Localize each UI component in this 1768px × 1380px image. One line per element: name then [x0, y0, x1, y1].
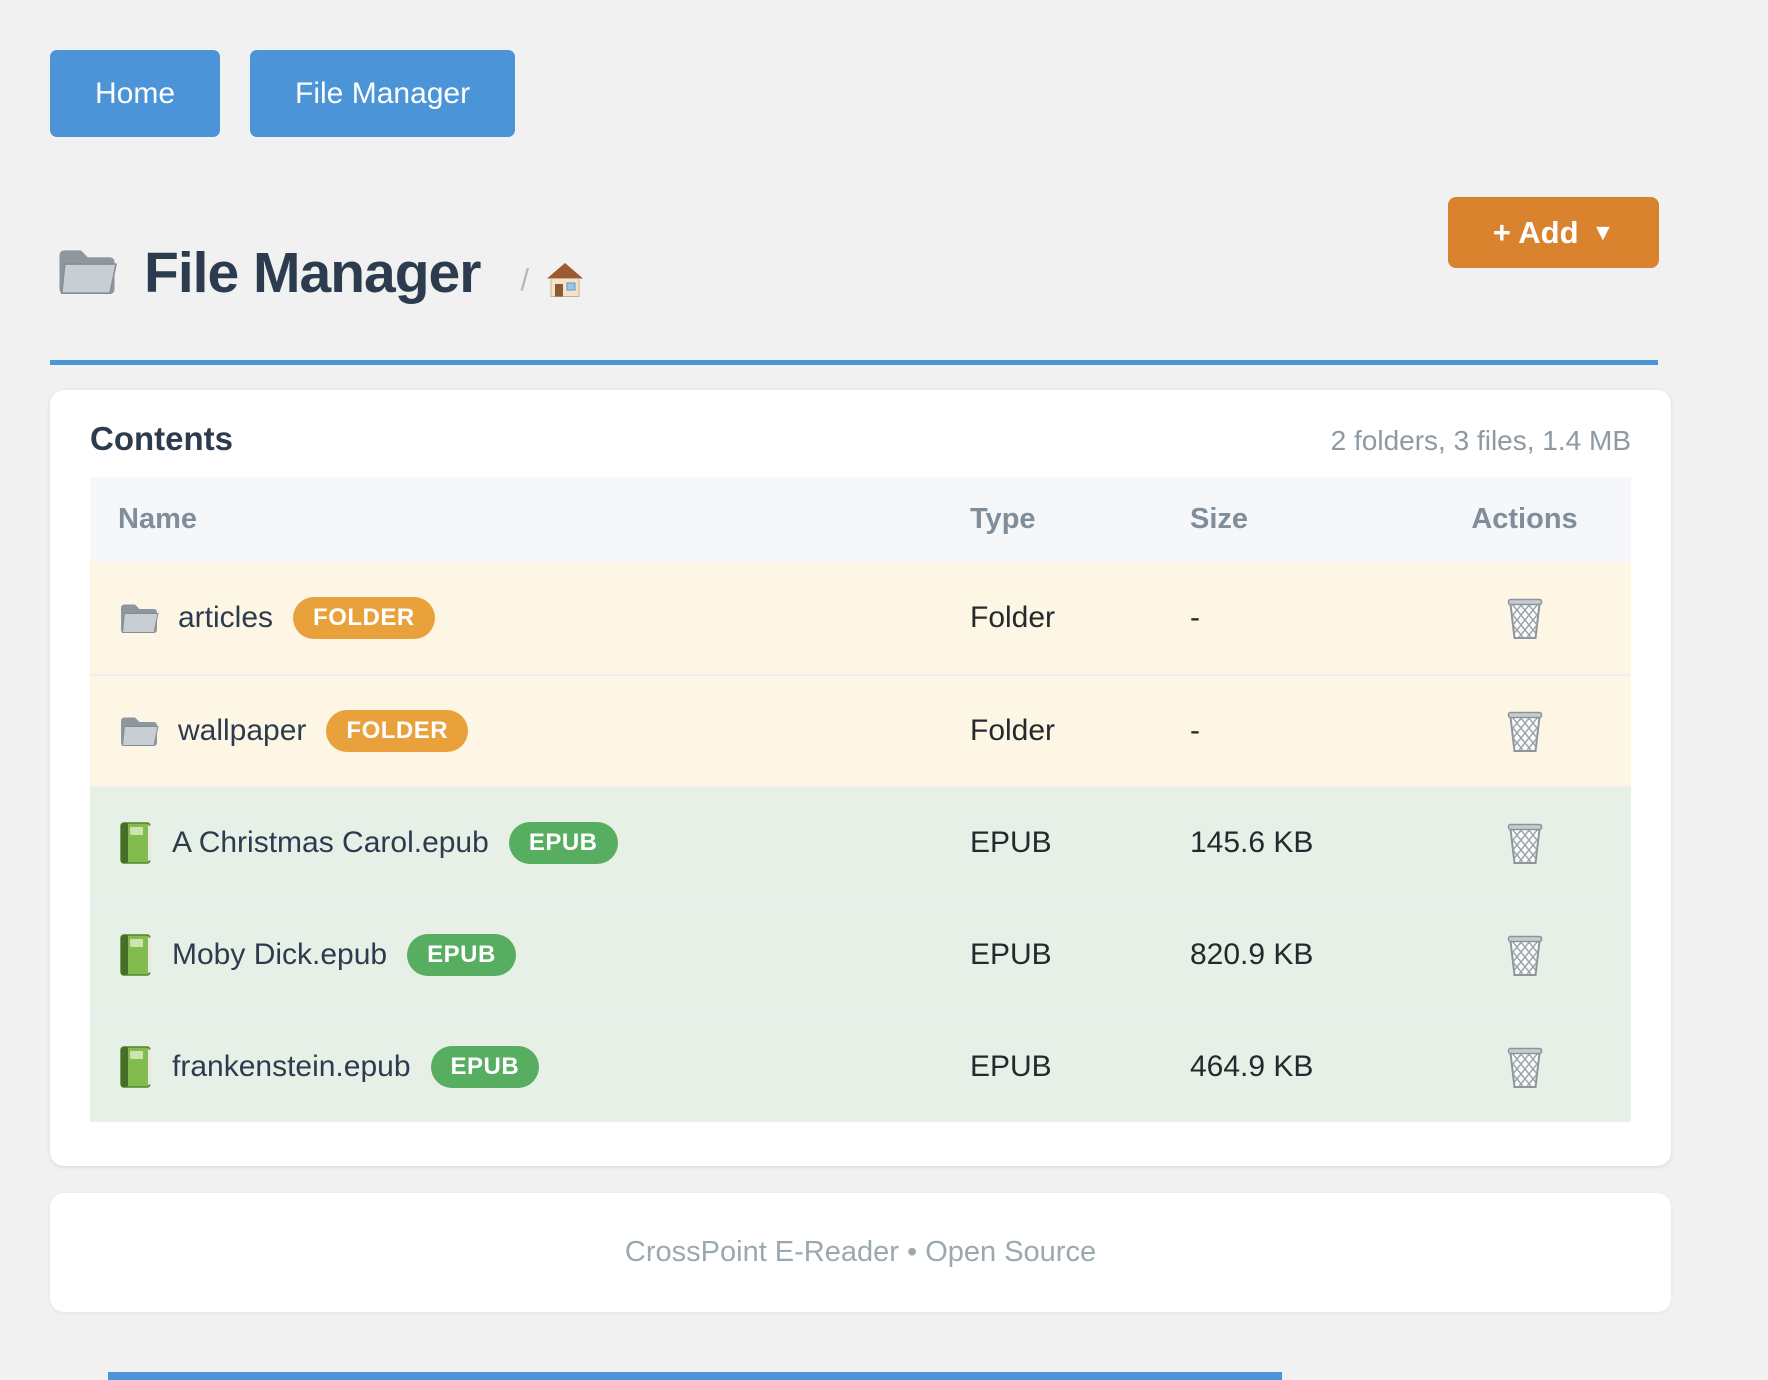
home-icon[interactable]	[545, 261, 585, 299]
type-cell: Folder	[970, 714, 1056, 747]
book-icon	[118, 821, 154, 865]
header-divider	[50, 360, 1658, 365]
top-nav: Home File Manager	[50, 50, 516, 137]
delete-button[interactable]	[1502, 704, 1548, 758]
size-cell: 464.9 KB	[1190, 1050, 1314, 1083]
breadcrumb: /	[520, 261, 585, 299]
contents-card-header: Contents 2 folders, 3 files, 1.4 MB	[90, 420, 1631, 477]
book-icon	[118, 933, 154, 977]
size-cell: -	[1190, 714, 1200, 747]
table-row: A Christmas Carol.epub EPUB EPUB 145.6 K…	[90, 786, 1631, 898]
name-cell: wallpaper FOLDER	[90, 710, 970, 752]
trash-icon	[1506, 823, 1544, 869]
type-cell: EPUB	[970, 826, 1052, 859]
actions-cell	[1468, 928, 1631, 982]
folder-icon	[118, 601, 160, 635]
delete-button[interactable]	[1502, 928, 1548, 982]
name-cell: articles FOLDER	[90, 597, 970, 639]
breadcrumb-separator: /	[520, 262, 530, 297]
book-icon	[118, 1045, 154, 1089]
size-cell: 145.6 KB	[1190, 826, 1314, 859]
actions-cell	[1468, 1040, 1631, 1094]
footer-text: CrossPoint E-Reader • Open Source	[624, 1236, 1097, 1268]
nav-button-home[interactable]: Home	[50, 50, 221, 137]
type-badge: EPUB	[430, 1046, 540, 1088]
delete-button[interactable]	[1502, 1040, 1548, 1094]
column-header-actions: Actions	[1471, 503, 1578, 535]
file-name-link[interactable]: wallpaper	[178, 714, 307, 747]
contents-title: Contents	[90, 420, 233, 457]
bottom-accent-bar	[108, 1372, 1282, 1380]
add-button-label: + Add	[1492, 214, 1579, 250]
column-header-size: Size	[1190, 503, 1249, 535]
contents-summary: 2 folders, 3 files, 1.4 MB	[1330, 425, 1631, 456]
size-cell: 820.9 KB	[1190, 938, 1314, 971]
table-row: wallpaper FOLDER Folder -	[90, 674, 1631, 786]
type-badge: EPUB	[508, 822, 618, 864]
page-title: File Manager	[144, 241, 481, 305]
type-cell: EPUB	[970, 1050, 1052, 1083]
trash-icon	[1506, 935, 1544, 981]
table-body: articles FOLDER Folder -	[90, 562, 1631, 1122]
delete-button[interactable]	[1502, 816, 1548, 870]
type-badge: FOLDER	[293, 597, 435, 639]
table-row: frankenstein.epub EPUB EPUB 464.9 KB	[90, 1010, 1631, 1122]
table-row: Moby Dick.epub EPUB EPUB 820.9 KB	[90, 898, 1631, 1010]
name-cell: Moby Dick.epub EPUB	[90, 933, 970, 977]
trash-icon	[1506, 711, 1544, 757]
file-name-link[interactable]: Moby Dick.epub	[172, 938, 388, 971]
chevron-down-icon: ▼	[1591, 219, 1615, 245]
type-badge: FOLDER	[326, 710, 469, 752]
trash-icon	[1506, 1047, 1544, 1093]
type-badge: EPUB	[407, 934, 516, 976]
footer: CrossPoint E-Reader • Open Source	[50, 1193, 1671, 1312]
name-cell: frankenstein.epub EPUB	[90, 1045, 970, 1089]
column-header-type: Type	[970, 503, 1036, 535]
folder-icon	[54, 245, 120, 302]
file-name-link[interactable]: frankenstein.epub	[172, 1050, 411, 1083]
contents-card: Contents 2 folders, 3 files, 1.4 MB Name…	[50, 390, 1671, 1166]
trash-icon	[1506, 598, 1544, 644]
file-name-link[interactable]: A Christmas Carol.epub	[172, 826, 489, 859]
actions-cell	[1468, 591, 1631, 645]
table-header: Name Type Size Actions	[90, 477, 1631, 562]
type-cell: EPUB	[970, 938, 1052, 971]
delete-button[interactable]	[1502, 591, 1548, 645]
column-header-name: Name	[118, 503, 197, 535]
name-cell: A Christmas Carol.epub EPUB	[90, 821, 970, 865]
table-row: articles FOLDER Folder -	[90, 562, 1631, 674]
file-table: Name Type Size Actions artic	[90, 477, 1631, 1122]
nav-button-file-manager[interactable]: File Manager	[250, 50, 516, 137]
type-cell: Folder	[970, 601, 1056, 634]
folder-icon	[118, 714, 160, 748]
page-header: File Manager /	[54, 240, 585, 306]
actions-cell	[1468, 816, 1631, 870]
add-button[interactable]: + Add ▼	[1448, 197, 1659, 268]
size-cell: -	[1190, 601, 1200, 634]
file-name-link[interactable]: articles	[178, 601, 274, 634]
actions-cell	[1468, 704, 1631, 758]
